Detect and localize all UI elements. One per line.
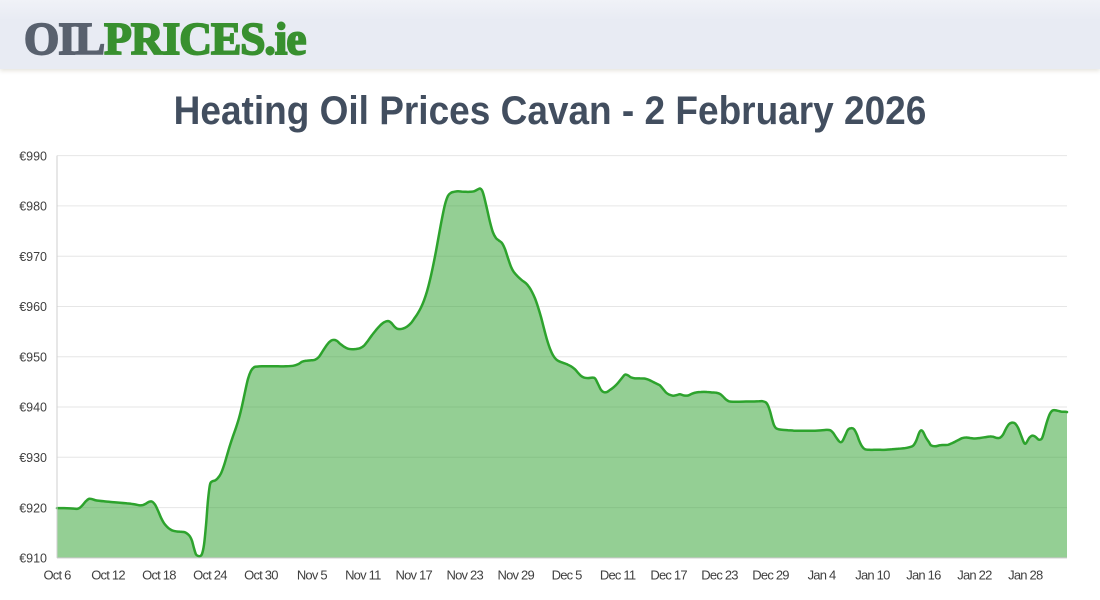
svg-text:Nov 29: Nov 29 <box>498 568 535 583</box>
svg-text:Dec 17: Dec 17 <box>650 568 687 583</box>
svg-text:Jan 4: Jan 4 <box>808 568 836 583</box>
svg-text:€960: €960 <box>19 300 47 314</box>
svg-text:€970: €970 <box>19 250 47 264</box>
svg-text:Jan 22: Jan 22 <box>957 568 992 583</box>
svg-text:Oct 18: Oct 18 <box>142 568 176 583</box>
svg-text:Jan 28: Jan 28 <box>1008 568 1043 583</box>
svg-text:€930: €930 <box>19 451 47 465</box>
svg-text:Jan 10: Jan 10 <box>855 568 890 583</box>
svg-text:Nov 5: Nov 5 <box>297 568 328 583</box>
svg-text:Oct 30: Oct 30 <box>244 568 278 583</box>
svg-text:Dec 11: Dec 11 <box>600 568 636 583</box>
svg-text:Nov 23: Nov 23 <box>447 568 484 583</box>
svg-text:€950: €950 <box>19 351 47 365</box>
svg-text:€920: €920 <box>19 501 47 515</box>
svg-text:€990: €990 <box>19 149 47 163</box>
svg-text:Dec 29: Dec 29 <box>752 568 789 583</box>
svg-text:Nov 17: Nov 17 <box>396 568 433 583</box>
svg-text:€940: €940 <box>19 401 47 415</box>
svg-text:Jan 16: Jan 16 <box>906 568 941 583</box>
svg-text:Nov 11: Nov 11 <box>345 568 381 583</box>
svg-text:Oct 6: Oct 6 <box>43 568 71 583</box>
svg-text:Dec 5: Dec 5 <box>552 568 583 583</box>
svg-text:Oct 12: Oct 12 <box>91 568 125 583</box>
svg-text:€980: €980 <box>19 200 47 214</box>
svg-text:Dec 23: Dec 23 <box>701 568 738 583</box>
svg-text:€910: €910 <box>19 552 47 566</box>
svg-text:Oct 24: Oct 24 <box>193 568 227 583</box>
